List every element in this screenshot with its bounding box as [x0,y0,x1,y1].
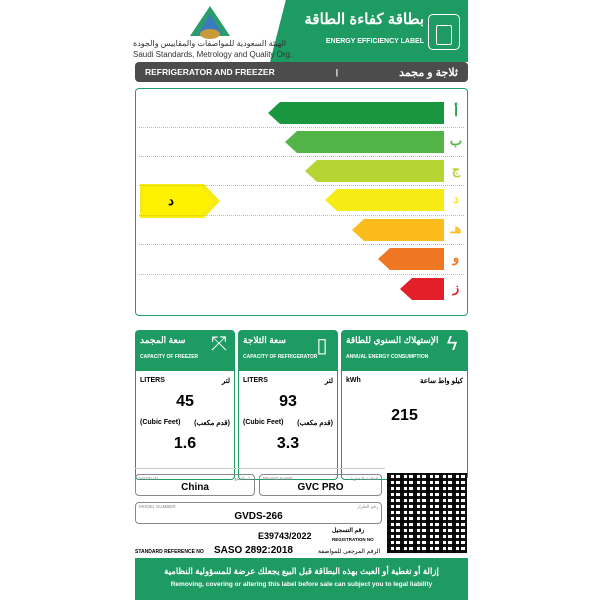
rating-letter: ج [451,162,461,177]
category-separator: | [335,67,339,77]
rating-divider [139,185,464,186]
header-banner [270,0,468,62]
rating-letter: ز [452,280,460,295]
refrigerator-liters: 93 [279,393,297,410]
rating-letter: ب [449,133,463,148]
lightning-icon: ϟ [446,333,458,355]
expand-arrows-icon: ⤧ [211,333,227,355]
energy-value: 215 [391,407,418,424]
registration-number: E39743/2022 [258,531,312,541]
rating-letter: أ [454,104,458,119]
rating-scale [135,88,468,316]
refrigerator-cubic-feet: 3.3 [276,435,300,452]
divider [135,468,385,469]
made-in-field: MADE IN بلد الصنع China [135,474,255,496]
refrigerator-icon [428,14,460,50]
model-value: GVDS-266 [234,511,283,522]
refrigerator-cf-en: (Cubic Feet) [243,419,284,426]
label-title-en: ENERGY EFFICIENCY LABEL [325,38,424,45]
freezer-title-ar: سعة المجمد [140,335,186,345]
rating-bar-2 [305,160,444,182]
org-name-ar: الهيئة السعودية للمواصفات والمقاييس والج… [133,39,287,48]
rating-bar-3 [325,189,444,211]
footer-text-ar: إزالة أو تغطية أو العبث بهذه البطاقة قبل… [164,566,439,576]
freezer-cubic-feet: 1.6 [173,435,197,452]
category-bar: REFRIGERATOR AND FREEZER | ثلاجة و مجمد [135,62,468,82]
footer-text-en: Removing, covering or altering this labe… [170,581,433,588]
legal-footer: إزالة أو تغطية أو العبث بهذه البطاقة قبل… [135,558,468,600]
rating-bar-4 [352,219,444,241]
brand-label-ar: العلامة التجارية [350,476,378,481]
rating-letter: و [452,250,460,265]
freezer-cf-ar: (قدم مكعب) [194,420,230,427]
standard-reference: SASO 2892:2018 [214,545,293,556]
refrigerator-cf-ar: (قدم مكعب) [297,420,333,427]
rating-bar-0 [268,102,444,124]
rating-letter: د [453,191,459,206]
model-label-ar: رقم الطراز [357,504,378,509]
refrigerator-title-ar: سعة الثلاجة [243,335,286,345]
brand-field: BRAND NAME العلامة التجارية GVC PRO [259,474,382,496]
org-name-en: Saudi Standards, Metrology and Quality O… [133,50,293,59]
freezer-capacity-box: سعة المجمد CAPACITY OF FREEZER ⤧ LITERS لتر… [135,330,235,480]
rating-divider [139,215,464,216]
energy-title-en: ANNUAL ENERGY CONSUMPTION [346,354,429,360]
standard-label-en: STANDARD REFERENCE NO [135,549,204,555]
current-rating-indicator: د [140,184,220,218]
made-in-label: MADE IN [139,476,158,481]
model-label: MODEL NUMBER [139,504,176,509]
refrigerator-unit-ar: لتر [324,378,333,385]
rating-divider [139,127,464,128]
rating-divider [139,244,464,245]
model-field: MODEL NUMBER رقم الطراز GVDS-266 [135,502,382,524]
made-in-value: China [181,482,209,493]
rating-bar-1 [285,131,444,153]
rating-divider [139,156,464,157]
category-ar: ثلاجة و مجمد [399,66,458,79]
label-title-ar: بطاقة كفاءة الطاقة [304,11,424,28]
energy-unit-en: kWh [346,377,361,384]
milk-carton-icon: ▯ [316,335,328,357]
standard-label-ar: الرقم المرجعي للمواصفة [318,549,381,555]
brand-label: BRAND NAME [263,476,294,481]
energy-unit-ar: كيلو واط ساعة [420,378,463,385]
rating-divider [139,274,464,275]
freezer-cf-en: (Cubic Feet) [140,419,181,426]
rating-bar-5 [378,248,444,270]
current-rating-letter: د [143,187,213,215]
registration-label-ar: رقم التسجيل [332,528,365,534]
freezer-unit-en: LITERS [140,377,165,384]
qr-code[interactable] [387,473,467,553]
energy-title-ar: الإستهلاك السنوي للطاقة [346,335,439,345]
refrigerator-unit-en: LITERS [243,377,268,384]
registration-label-en: REGISTRATION NO [332,537,374,542]
category-en: REFRIGERATOR AND FREEZER [145,67,275,77]
rating-bar-6 [400,278,444,300]
freezer-unit-ar: لتر [221,378,230,385]
refrigerator-title-en: CAPACITY OF REFRIGERATOR [243,354,318,360]
refrigerator-capacity-box: سعة الثلاجة CAPACITY OF REFRIGERATOR ▯ LIT… [238,330,338,480]
freezer-title-en: CAPACITY OF FREEZER [140,354,199,360]
brand-value: GVC PRO [297,482,344,493]
energy-consumption-box: الإستهلاك السنوي للطاقة ANNUAL ENERGY CON… [341,330,468,480]
rating-letter: هـ [450,221,462,236]
freezer-liters: 45 [176,393,194,410]
saso-logo [190,6,230,39]
made-in-label-ar: بلد الصنع [234,476,251,481]
